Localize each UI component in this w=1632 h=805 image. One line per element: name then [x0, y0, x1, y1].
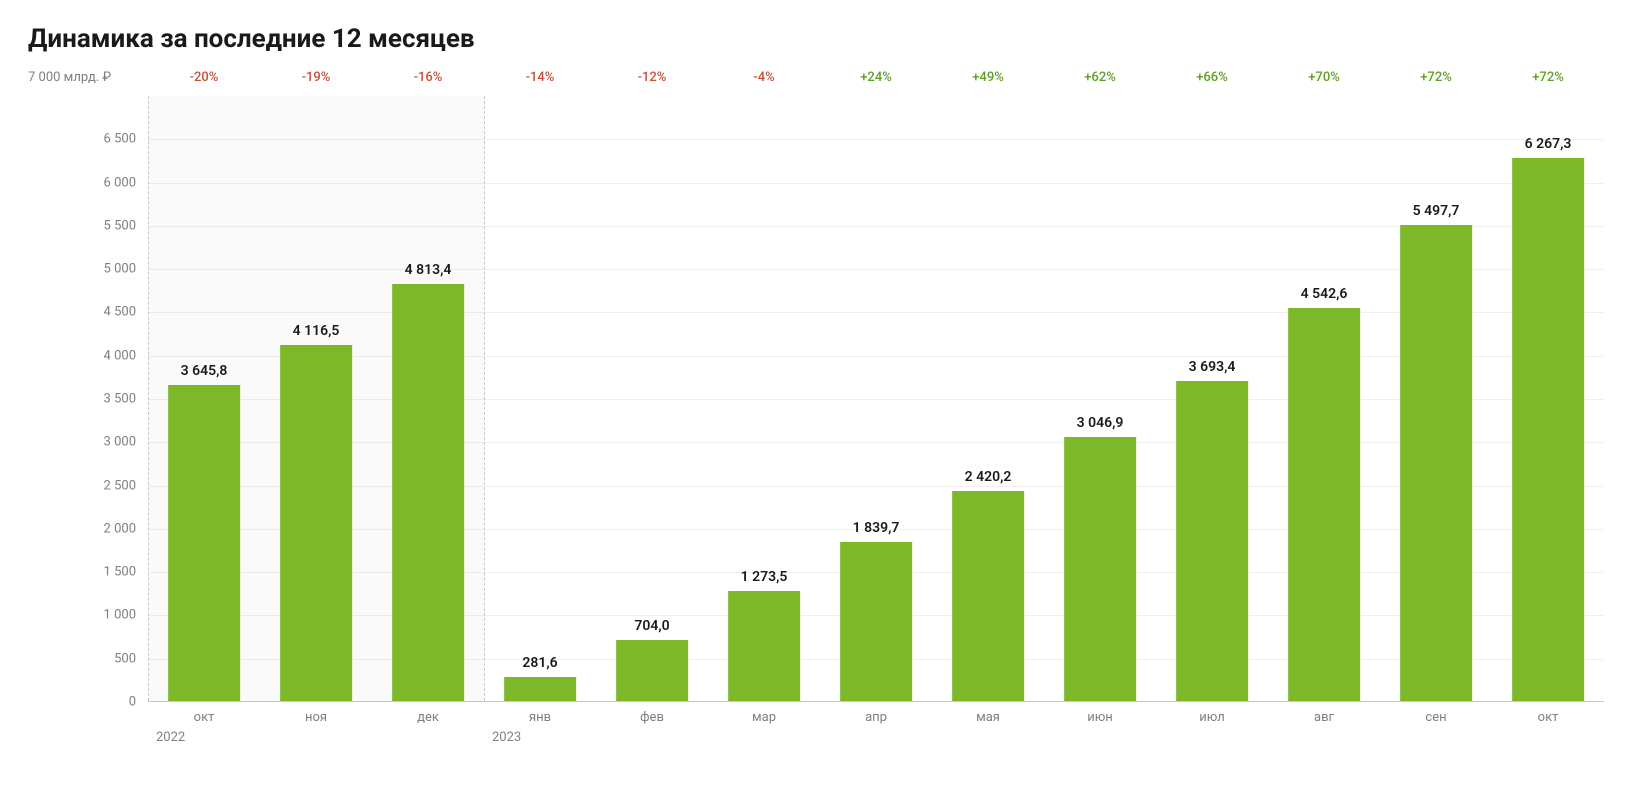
bar — [840, 542, 912, 701]
pct-label: -4% — [753, 70, 774, 85]
x-tick-label: мар — [752, 710, 776, 725]
bar — [280, 345, 352, 701]
y-tick-label: 6 000 — [104, 175, 136, 190]
x-tick-label: дек — [417, 710, 439, 725]
x-tick-label: мая — [976, 710, 1000, 725]
chart-title: Динамика за последние 12 месяцев — [28, 24, 1604, 54]
y-tick-label: 5 500 — [104, 218, 136, 233]
y-tick-label: 6 500 — [104, 132, 136, 147]
bar — [952, 491, 1024, 701]
x-tick-label: ноя — [305, 710, 327, 725]
bar — [168, 385, 240, 701]
bar — [392, 284, 464, 701]
x-tick-label: окт — [1538, 710, 1559, 725]
x-tick-label: сен — [1425, 710, 1446, 725]
pct-label: +70% — [1308, 70, 1340, 85]
x-tick-label: апр — [865, 710, 887, 725]
value-label: 3 693,4 — [1189, 359, 1236, 375]
bar-column: +70%4 542,6авг — [1268, 72, 1380, 701]
value-label: 4 813,4 — [405, 262, 452, 278]
x-tick-label: фев — [640, 710, 664, 725]
y-tick-label: 1 500 — [104, 565, 136, 580]
pct-label: +49% — [972, 70, 1004, 85]
pct-label: +24% — [860, 70, 892, 85]
pct-label: -20% — [190, 70, 219, 85]
bar-column: +62%3 046,9июн — [1044, 72, 1156, 701]
bar-column: +49%2 420,2мая — [932, 72, 1044, 701]
bar-column: -20%3 645,8окт — [148, 72, 260, 701]
year-label: 2023 — [492, 730, 521, 745]
y-tick-label: 3 500 — [104, 392, 136, 407]
value-label: 281,6 — [522, 655, 557, 671]
pct-label: -14% — [526, 70, 555, 85]
y-tick-label: 500 — [114, 651, 136, 666]
year-label: 2022 — [156, 730, 185, 745]
bar — [616, 640, 688, 701]
bar-column: -19%4 116,5ноя — [260, 72, 372, 701]
bar-column: +66%3 693,4июл — [1156, 72, 1268, 701]
value-label: 2 420,2 — [965, 469, 1012, 485]
y-tick-label: 0 — [129, 695, 136, 710]
bar-column: +72%6 267,3окт — [1492, 72, 1604, 701]
value-label: 6 267,3 — [1525, 136, 1572, 152]
value-label: 3 046,9 — [1077, 415, 1124, 431]
bar-column: -16%4 813,4дек — [372, 72, 484, 701]
y-axis-unit: 7 000 млрд. ₽ — [28, 70, 111, 85]
chart: 7 000 млрд. ₽ 05001 0001 5002 0002 5003 … — [28, 72, 1604, 762]
pct-label: -19% — [302, 70, 331, 85]
value-label: 4 542,6 — [1301, 286, 1348, 302]
bar-column: +72%5 497,7сен — [1380, 72, 1492, 701]
bar — [1288, 308, 1360, 701]
bar — [1064, 437, 1136, 701]
y-tick-label: 2 500 — [104, 478, 136, 493]
y-tick-label: 3 000 — [104, 435, 136, 450]
pct-label: +72% — [1532, 70, 1564, 85]
bar-column: -12%704,0фев — [596, 72, 708, 701]
bar-column: +24%1 839,7апр — [820, 72, 932, 701]
x-tick-label: июн — [1087, 710, 1113, 725]
pct-label: -16% — [414, 70, 443, 85]
y-tick-label: 1 000 — [104, 608, 136, 623]
bar — [1512, 158, 1584, 701]
value-label: 1 839,7 — [853, 520, 900, 536]
y-tick-label: 4 000 — [104, 348, 136, 363]
value-label: 1 273,5 — [741, 569, 788, 585]
bar — [1176, 381, 1248, 701]
y-tick-label: 2 000 — [104, 521, 136, 536]
bar — [1400, 225, 1472, 701]
chart-container: Динамика за последние 12 месяцев 7 000 м… — [0, 0, 1632, 805]
pct-label: -12% — [638, 70, 667, 85]
value-label: 5 497,7 — [1413, 203, 1460, 219]
y-tick-label: 4 500 — [104, 305, 136, 320]
bar-column: -14%281,6янв — [484, 72, 596, 701]
x-tick-label: июл — [1199, 710, 1225, 725]
pct-label: +66% — [1196, 70, 1228, 85]
bar-column: -4%1 273,5мар — [708, 72, 820, 701]
pct-label: +62% — [1084, 70, 1116, 85]
x-tick-label: авг — [1314, 710, 1334, 725]
value-label: 4 116,5 — [293, 323, 340, 339]
value-label: 704,0 — [634, 618, 669, 634]
value-label: 3 645,8 — [181, 363, 228, 379]
pct-label: +72% — [1420, 70, 1452, 85]
bar — [504, 677, 576, 701]
bar — [728, 591, 800, 701]
y-tick-label: 5 000 — [104, 262, 136, 277]
x-tick-label: окт — [194, 710, 215, 725]
x-tick-label: янв — [529, 710, 551, 725]
plot-area: 05001 0001 5002 0002 5003 0003 5004 0004… — [148, 72, 1604, 702]
